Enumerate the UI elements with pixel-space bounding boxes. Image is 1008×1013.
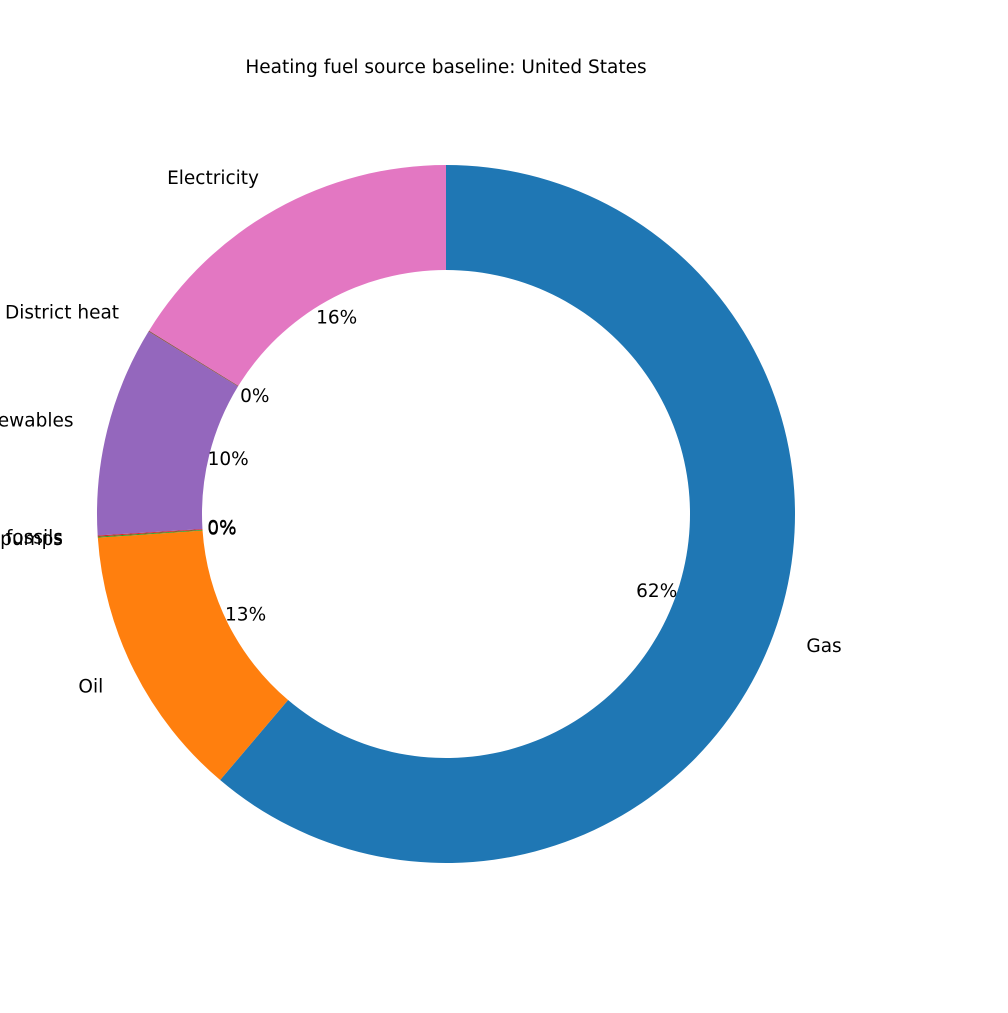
- slice-district-heat: [148, 330, 239, 387]
- slice-pct-electricity: 16%: [316, 307, 357, 328]
- slice-label-heat-pumps: Heat pumps: [0, 529, 63, 550]
- slice-label-direct-renewables: Direct renewables: [0, 411, 73, 432]
- slice-oil: [97, 530, 289, 781]
- slice-pct-oil: 13%: [225, 605, 266, 626]
- slice-label-oil: Oil: [78, 676, 103, 697]
- slice-other-fossils: [97, 529, 203, 537]
- slice-label-gas: Gas: [806, 636, 841, 657]
- chart-title: Heating fuel source baseline: United Sta…: [245, 57, 646, 78]
- slice-label-district-heat: District heat: [5, 302, 119, 323]
- slice-labels: Gas 62% Oil 13% Heat pumps 0% Other fossils 0% D…: [0, 168, 842, 697]
- donut-slices: [96, 165, 796, 864]
- slice-pct-other-fossils: 0%: [207, 518, 236, 539]
- slice-electricity: [149, 165, 446, 386]
- slice-pct-gas: 62%: [636, 581, 677, 602]
- slice-label-other-fossils: Other fossils: [0, 528, 63, 549]
- slice-pct-direct-renewables: 10%: [208, 449, 249, 470]
- slice-direct-renewables: [96, 331, 239, 536]
- slice-gas: [220, 165, 796, 864]
- slice-pct-district-heat: 0%: [240, 386, 269, 407]
- slice-label-electricity: Electricity: [167, 168, 259, 189]
- slice-pct-heat-pumps: 0%: [207, 518, 236, 539]
- slice-heat-pumps: [97, 529, 203, 538]
